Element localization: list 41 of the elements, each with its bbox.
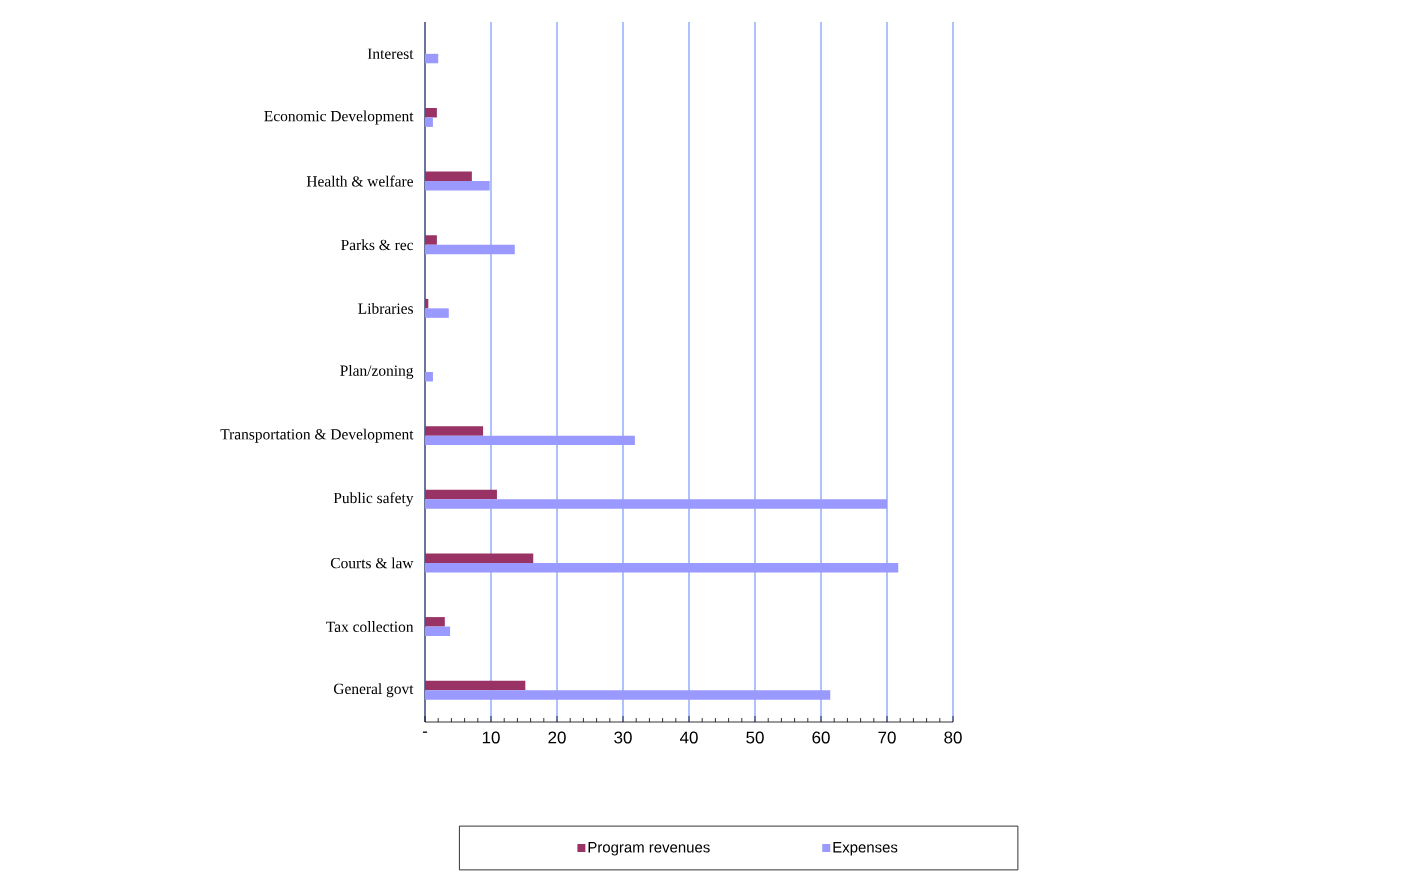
- x-tick-label: 80: [944, 731, 962, 744]
- x-tick-label: 10: [482, 731, 500, 744]
- bar: [425, 171, 472, 182]
- bar: [425, 562, 899, 573]
- bar: [425, 181, 490, 191]
- bar: [425, 435, 635, 446]
- bar: [425, 308, 449, 318]
- y-tick-label: Transportation & Development: [220, 428, 414, 443]
- bar: [425, 372, 433, 382]
- bar: [425, 235, 437, 245]
- bar: [425, 680, 526, 691]
- y-tick-label: Public safety: [333, 492, 414, 507]
- legend-label: Expenses: [833, 842, 898, 856]
- y-tick-label: Health & welfare: [306, 175, 413, 187]
- y-tick-label: Plan/zoning: [340, 364, 414, 380]
- y-tick-label: General govt: [333, 683, 414, 698]
- x-tick-label: 30: [614, 731, 632, 744]
- y-tick-label: Libraries: [358, 302, 413, 314]
- x-tick-label: 20: [548, 731, 566, 744]
- y-tick-label: Tax collection: [326, 621, 414, 632]
- bar: [425, 626, 451, 637]
- x-tick-label: 50: [746, 731, 764, 744]
- x-tick-label: 70: [878, 731, 896, 744]
- y-tick-label: Interest: [367, 48, 414, 59]
- bar: [425, 53, 439, 64]
- bar: [425, 489, 497, 500]
- x-tick-label: -: [422, 731, 428, 733]
- bar: [425, 553, 534, 563]
- bar: [425, 690, 831, 700]
- y-tick-label: Parks & rec: [341, 239, 414, 251]
- x-tick-label: 40: [679, 731, 698, 744]
- x-tick-label: 60: [812, 731, 830, 744]
- bar: [425, 117, 433, 127]
- bar: [425, 107, 437, 118]
- bar: [425, 426, 484, 436]
- bar: [425, 617, 445, 627]
- y-tick-label: Courts & law: [330, 557, 414, 569]
- legend-label: Program revenues: [588, 842, 710, 856]
- y-tick-label: Economic Development: [264, 110, 414, 125]
- bar: [425, 499, 888, 509]
- bar: [425, 244, 515, 255]
